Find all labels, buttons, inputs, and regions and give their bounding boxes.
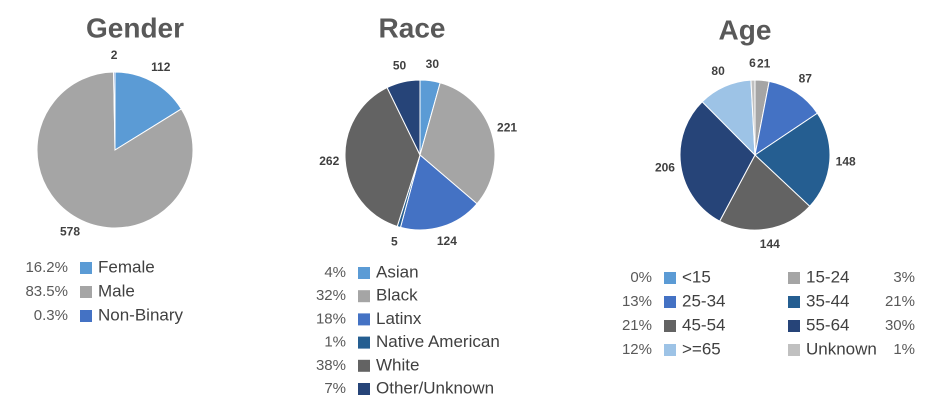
value-label: 30 <box>426 57 440 71</box>
legend-share: 21% <box>885 293 915 310</box>
value-label: 5 <box>391 234 398 248</box>
legend-swatch <box>80 262 92 274</box>
legend-share: 30% <box>885 317 915 334</box>
legend-label: 15-24 <box>806 267 849 286</box>
legend-swatch <box>788 296 800 308</box>
legend-share: 38% <box>316 357 346 374</box>
value-label: 6 <box>749 56 756 70</box>
legend-swatch <box>358 336 370 349</box>
legend-label: Black <box>376 286 418 305</box>
legend-share: 83.5% <box>25 283 68 300</box>
legend-swatch <box>788 320 800 332</box>
legend-swatch <box>358 290 370 303</box>
legend-label: 55-64 <box>806 315 849 334</box>
pie-slice <box>386 79 421 156</box>
pie-slice <box>113 71 116 151</box>
legend-share: 1% <box>324 334 346 351</box>
pie-slice <box>419 82 496 205</box>
value-label: 206 <box>655 160 675 174</box>
legend-swatch <box>664 320 676 332</box>
legend-swatch <box>664 296 676 308</box>
legend-share: 21% <box>622 317 652 334</box>
legend-label: Native American <box>376 332 500 351</box>
pie-slice <box>114 71 183 151</box>
value-label: 221 <box>497 121 517 135</box>
legend-share: 16.2% <box>25 259 68 276</box>
legend-swatch <box>80 286 92 298</box>
legend-label: White <box>376 355 419 374</box>
value-label: 262 <box>319 154 339 168</box>
legend-swatch <box>358 267 370 279</box>
legend-share: 32% <box>316 287 346 304</box>
legend-swatch <box>358 383 370 395</box>
legend-share: 18% <box>316 310 346 327</box>
value-label: 87 <box>799 71 813 85</box>
legend-share: 3% <box>893 269 915 286</box>
legend-label: >=65 <box>682 339 721 358</box>
legend-share: 4% <box>324 264 346 281</box>
pie-slice <box>754 112 831 208</box>
legend-label: Other/Unknown <box>376 378 494 397</box>
pie-slice <box>719 154 811 231</box>
legend-label: 45-54 <box>682 315 725 334</box>
chart-title: Gender <box>86 12 184 43</box>
legend-label: 35-44 <box>806 291 849 310</box>
value-label: 21 <box>757 57 771 71</box>
legend-swatch <box>788 272 800 284</box>
pie-slice <box>754 80 819 157</box>
legend-label: Latinx <box>376 309 422 328</box>
legend-label: <15 <box>682 267 711 286</box>
pie-slice <box>679 101 756 222</box>
chart-title: Race <box>379 12 446 43</box>
pie-slice <box>399 154 478 231</box>
legend-label: 25-34 <box>682 291 725 310</box>
chart-title: Age <box>719 14 772 45</box>
value-label: 80 <box>711 64 725 78</box>
value-label: 50 <box>393 59 407 73</box>
legend-label: Unknown <box>806 339 877 358</box>
legend-label: Male <box>98 281 135 300</box>
pie-slice <box>344 86 421 228</box>
legend-share: 13% <box>622 293 652 310</box>
value-label: 148 <box>836 155 856 169</box>
legend-swatch <box>664 344 676 356</box>
legend-label: Asian <box>376 262 419 281</box>
value-label: 112 <box>151 60 171 74</box>
legend-share: 7% <box>324 380 346 397</box>
legend-share: 0% <box>630 269 652 286</box>
legend-share: 1% <box>893 341 915 358</box>
legend-label: Non-Binary <box>98 305 184 324</box>
pie-slice <box>750 79 756 156</box>
legend-swatch <box>788 344 800 356</box>
legend-swatch <box>358 359 370 372</box>
value-label: 2 <box>111 48 118 62</box>
legend-share: 0.3% <box>34 307 68 324</box>
legend-share: 12% <box>622 341 652 358</box>
value-label: 578 <box>60 225 80 239</box>
legend-swatch <box>80 310 92 322</box>
legend-swatch <box>358 313 370 326</box>
legend-label: Female <box>98 257 155 276</box>
value-label: 124 <box>437 234 457 248</box>
value-label: 144 <box>760 237 780 251</box>
legend-swatch <box>664 272 676 284</box>
